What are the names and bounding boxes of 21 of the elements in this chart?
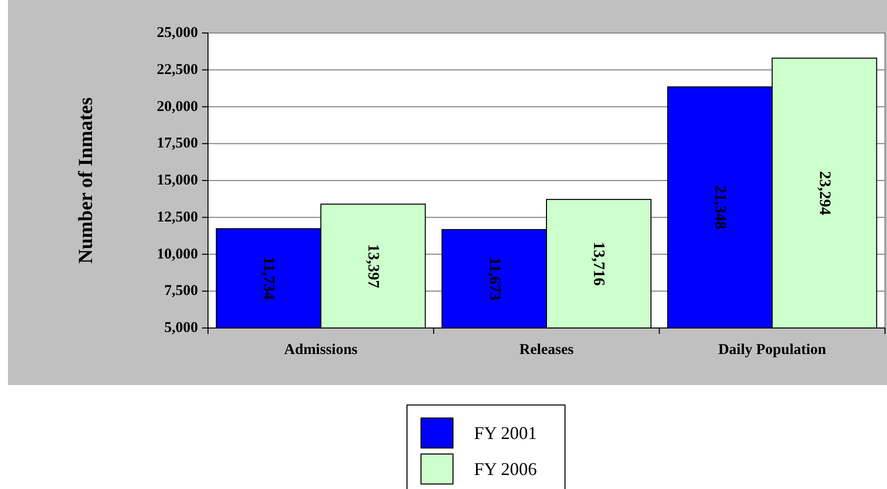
legend-label: FY 2001 — [474, 423, 537, 443]
y-tick-label: 12,500 — [156, 209, 198, 226]
x-tick-label: Daily Population — [718, 342, 827, 358]
data-label: 21,348 — [711, 185, 728, 230]
y-tick-label: 25,000 — [156, 25, 198, 41]
y-tick-label: 7,500 — [164, 283, 198, 300]
x-tick-label: Releases — [519, 342, 574, 358]
y-axis-title: Number of Inmates — [75, 97, 97, 264]
y-tick-label: 17,500 — [156, 136, 198, 152]
x-tick-label: Admissions — [284, 342, 358, 358]
data-label: 11,673 — [486, 257, 503, 300]
y-tick-label: 22,500 — [156, 62, 198, 78]
data-label: 11,734 — [260, 256, 278, 300]
data-label: 13,716 — [590, 242, 608, 286]
y-tick-label: 5,000 — [164, 320, 198, 336]
data-label: 23,294 — [816, 171, 833, 216]
data-label: 13,397 — [364, 244, 382, 288]
y-tick-label: 20,000 — [156, 98, 198, 115]
y-tick-label: 15,000 — [156, 172, 198, 188]
legend-label: FY 2006 — [474, 459, 537, 479]
y-tick-label: 10,000 — [156, 246, 198, 262]
